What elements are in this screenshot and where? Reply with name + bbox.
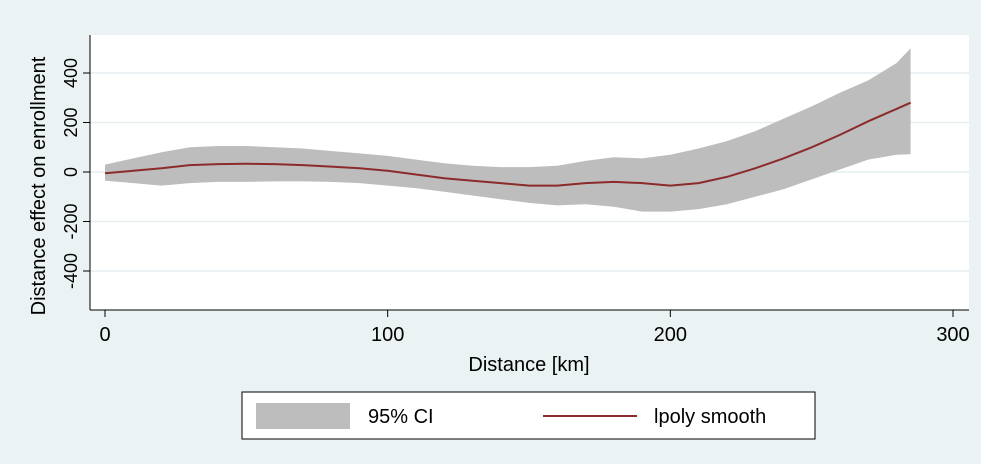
y-axis-label: Distance effect on enrollment [28,56,50,315]
x-tick-label: 200 [654,324,687,346]
smooth-line-layer [104,101,912,187]
legend-ci-label: 95% CI [368,406,434,428]
smooth-line [104,101,912,187]
axes-layer: 0 100 200 300 -400 -200 0 200 400 [61,35,970,346]
x-axis-label: Distance [km] [468,354,589,376]
legend-ci-swatch [256,403,350,429]
x-tick-label: 0 [99,324,110,346]
y-tick-label: 0 [61,167,81,177]
ci-band-layer [105,48,911,212]
y-tick-label: 200 [61,107,81,137]
y-tick-label: 400 [61,58,81,88]
x-tick-label: 100 [371,324,404,346]
ci-band [105,48,911,212]
y-tick-label: -400 [61,253,81,289]
y-tick-label: -200 [61,203,81,239]
legend: 95% CI lpoly smooth [241,391,816,440]
x-tick-label: 300 [936,324,969,346]
legend-smooth-label: lpoly smooth [654,406,766,428]
